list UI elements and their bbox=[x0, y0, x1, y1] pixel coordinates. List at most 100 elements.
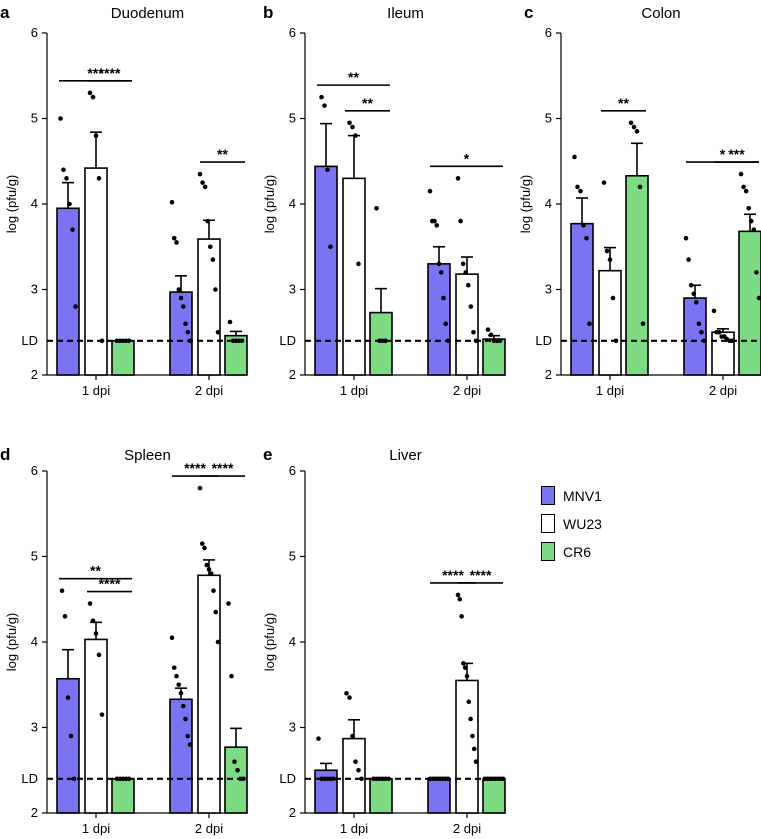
data-point bbox=[65, 695, 71, 700]
data-point bbox=[227, 319, 233, 325]
data-point bbox=[427, 188, 433, 194]
data-point bbox=[457, 596, 463, 602]
significance-label: *** bbox=[87, 65, 104, 81]
bar-mnv1 bbox=[683, 297, 707, 376]
x-tick-label: 1 dpi bbox=[82, 821, 110, 836]
data-point bbox=[471, 746, 477, 752]
data-point bbox=[171, 665, 177, 670]
data-point bbox=[743, 188, 749, 194]
x-tick-label: 1 dpi bbox=[340, 383, 368, 398]
data-point bbox=[628, 120, 634, 126]
data-point bbox=[68, 733, 74, 739]
data-point bbox=[374, 205, 379, 211]
panel-letter: b bbox=[263, 3, 273, 22]
data-point bbox=[432, 218, 437, 224]
data-point bbox=[640, 321, 646, 327]
significance-label: ** bbox=[362, 95, 373, 111]
y-tick-label: 3 bbox=[31, 720, 38, 735]
data-point bbox=[87, 90, 93, 96]
x-tick-label: 1 dpi bbox=[340, 821, 368, 836]
significance-label: **** bbox=[212, 460, 234, 476]
bar-cr6 bbox=[111, 339, 135, 376]
data-point bbox=[610, 295, 616, 301]
data-point bbox=[584, 235, 589, 241]
data-point bbox=[578, 188, 583, 194]
data-point bbox=[458, 218, 463, 224]
data-point bbox=[461, 661, 466, 666]
y-tick-label: 4 bbox=[545, 196, 552, 211]
data-point bbox=[178, 295, 184, 301]
data-point bbox=[90, 94, 96, 100]
data-point bbox=[359, 776, 364, 782]
y-tick-label: 2 bbox=[289, 805, 296, 820]
data-point bbox=[208, 571, 214, 576]
bar-mnv1 bbox=[570, 222, 594, 376]
x-tick-label: 2 dpi bbox=[709, 383, 737, 398]
y-axis-label: log (pfu/g) bbox=[4, 175, 19, 234]
data-point bbox=[178, 691, 184, 696]
data-point bbox=[176, 682, 182, 688]
bar-wu23 bbox=[342, 177, 366, 376]
data-point bbox=[241, 776, 246, 782]
y-tick-label: 4 bbox=[31, 634, 38, 649]
data-point bbox=[587, 321, 592, 327]
y-tick-label: 3 bbox=[545, 282, 552, 297]
y-tick-label: 6 bbox=[289, 25, 296, 40]
data-point bbox=[197, 171, 203, 177]
data-point bbox=[87, 601, 93, 606]
data-point bbox=[754, 270, 759, 275]
significance-label: ** bbox=[618, 95, 629, 111]
legend-swatch-cr6 bbox=[541, 542, 555, 561]
data-point bbox=[572, 154, 577, 160]
data-point bbox=[607, 257, 613, 262]
data-point bbox=[455, 592, 461, 598]
y-tick-label: 5 bbox=[31, 111, 38, 126]
data-point bbox=[206, 567, 212, 572]
data-point bbox=[463, 270, 469, 275]
bar-cr6 bbox=[369, 777, 393, 814]
data-point bbox=[215, 329, 221, 335]
bar-wu23 bbox=[711, 331, 735, 376]
bar-cr6 bbox=[625, 174, 649, 376]
data-point bbox=[436, 261, 442, 267]
ld-label: LD bbox=[21, 771, 38, 786]
y-tick-label: 5 bbox=[289, 549, 296, 564]
significance-label: **** bbox=[442, 567, 464, 583]
data-point bbox=[211, 588, 216, 593]
data-point bbox=[601, 180, 607, 185]
data-point bbox=[699, 329, 704, 335]
x-tick-label: 1 dpi bbox=[82, 383, 110, 398]
data-point bbox=[229, 673, 234, 679]
data-point bbox=[434, 223, 440, 228]
y-tick-label: 5 bbox=[289, 111, 296, 126]
bar-cr6 bbox=[482, 338, 506, 376]
data-point bbox=[96, 652, 102, 658]
data-point bbox=[316, 736, 321, 741]
y-tick-label: 3 bbox=[289, 282, 296, 297]
y-tick-label: 4 bbox=[289, 196, 296, 211]
bar-wu23 bbox=[598, 269, 622, 376]
data-point bbox=[61, 167, 66, 173]
y-axis-label: log (pfu/g) bbox=[518, 175, 533, 234]
data-point bbox=[353, 133, 358, 138]
data-point bbox=[711, 308, 717, 314]
bar-wu23 bbox=[84, 167, 108, 376]
data-point bbox=[686, 257, 691, 262]
bar-wu23 bbox=[84, 638, 108, 814]
x-tick-label: 2 dpi bbox=[195, 821, 223, 836]
significance-label: *** bbox=[728, 146, 745, 162]
bar-cr6 bbox=[482, 777, 506, 814]
significance-label: **** bbox=[470, 567, 492, 583]
data-point bbox=[344, 691, 349, 696]
data-point bbox=[468, 304, 474, 309]
ld-label: LD bbox=[279, 771, 296, 786]
bar-wu23 bbox=[342, 737, 366, 814]
data-point bbox=[210, 257, 216, 262]
data-point bbox=[169, 199, 175, 205]
x-tick-label: 1 dpi bbox=[596, 383, 624, 398]
ld-label: LD bbox=[535, 333, 552, 348]
data-point bbox=[631, 124, 637, 130]
bar-cr6 bbox=[369, 311, 393, 376]
